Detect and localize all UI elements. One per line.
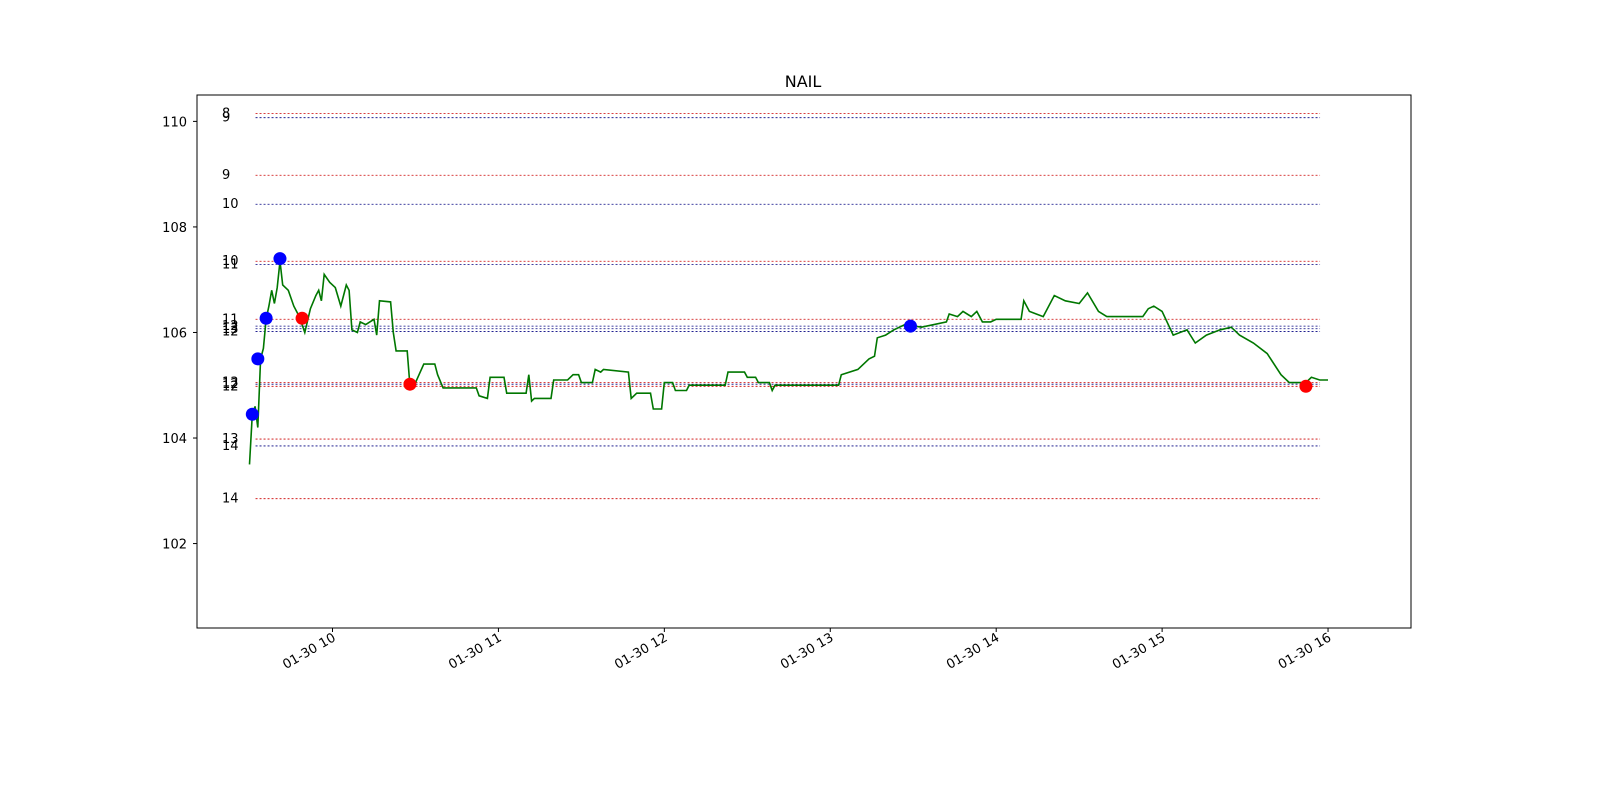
plot-frame [196,94,1412,629]
x-tick-label: 01-30 10 [280,630,338,672]
x-tick-label: 01-30 14 [944,630,1002,672]
level-label: 11 [222,257,239,272]
level-label: 11 [222,312,239,327]
x-tick-label: 01-30 11 [446,630,504,672]
y-tick-label: 102 [162,538,187,553]
y-tick-label: 110 [162,115,187,130]
x-tick-label: 01-30 13 [778,630,836,672]
x-tick-label: 01-30 15 [1110,630,1168,672]
y-tick-label: 106 [162,326,187,341]
trade-marker [403,377,417,391]
level-label: 12 [222,379,239,394]
price-line [248,261,1328,465]
trade-marker [259,311,273,325]
level-label: 12 [222,377,239,392]
level-label: 13 [222,322,239,337]
trade-marker [295,311,309,325]
level-label: 13 [222,376,239,391]
trade-marker [903,319,917,333]
trade-marker [273,252,287,266]
line-layer [248,261,1328,465]
trade-marker [251,352,265,366]
level-label: 10 [222,254,239,269]
axes-layer: 102 104 106 108 110 01-30 10 01-30 11 01-30 12 0… [162,115,1334,672]
y-tick-label: 108 [162,221,187,236]
chart-title: NAIL [785,72,822,91]
marker-layer [245,252,1313,421]
level-label: 10 [222,197,239,212]
level-label: 9 [222,111,230,126]
y-tick-label: 104 [162,432,187,447]
level-label: 9 [222,168,230,183]
level-label: 12 [222,319,239,334]
level-label: 13 [222,432,239,447]
trade-marker [1299,379,1313,393]
x-tick-label: 01-30 12 [612,630,670,672]
level-label: 12 [222,324,239,339]
level-label: 14 [222,492,239,507]
level-label: 14 [222,439,239,454]
trade-marker [245,407,259,421]
level-label: 8 [222,106,230,121]
x-tick-label: 01-30 16 [1276,630,1334,672]
